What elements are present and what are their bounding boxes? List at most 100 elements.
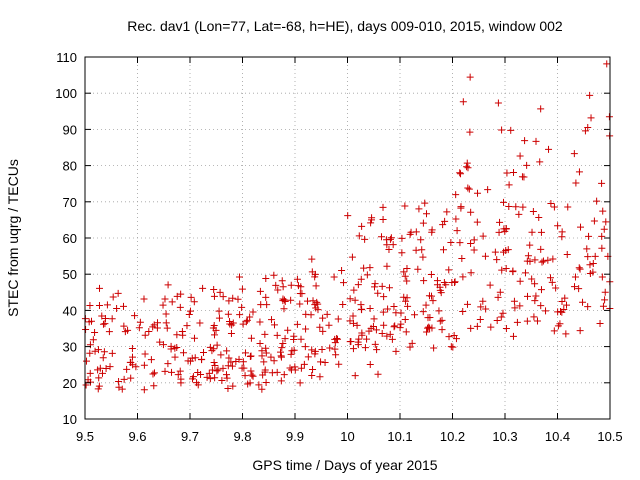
data-point [537, 245, 545, 253]
data-point [154, 319, 162, 327]
data-point [297, 364, 305, 372]
data-point [135, 324, 143, 332]
data-point [467, 269, 475, 277]
data-point [210, 285, 218, 293]
data-point [338, 266, 346, 274]
data-point [456, 169, 464, 177]
data-point [473, 218, 481, 226]
data-point [581, 127, 589, 135]
data-point [575, 264, 583, 272]
data-point [332, 351, 340, 359]
data-point [453, 227, 461, 235]
data-point [496, 288, 504, 296]
data-point [239, 358, 247, 366]
y-tick-label: 20 [63, 376, 77, 391]
data-point [373, 346, 381, 354]
data-point [509, 332, 517, 340]
data-point [128, 345, 136, 353]
y-tick-label: 90 [63, 122, 77, 137]
data-point [361, 344, 369, 352]
data-point [533, 317, 541, 325]
data-point [274, 286, 282, 294]
x-tick-label: 10.4 [545, 429, 570, 444]
data-point [98, 369, 106, 377]
data-point [589, 268, 597, 276]
data-point [420, 277, 428, 285]
data-point [119, 302, 127, 310]
data-point [309, 297, 317, 305]
data-point [576, 265, 584, 273]
data-point [196, 319, 204, 327]
data-point [114, 289, 122, 297]
data-point [556, 320, 564, 328]
data-point [425, 323, 433, 331]
data-point [550, 327, 558, 335]
data-point [216, 288, 224, 296]
data-point [141, 331, 149, 339]
data-point [474, 189, 482, 197]
data-point [537, 105, 545, 113]
data-point [293, 320, 301, 328]
data-point [272, 281, 280, 289]
data-point [467, 324, 475, 332]
data-point [309, 365, 317, 373]
data-point [258, 347, 266, 355]
data-point [353, 321, 361, 329]
data-point [379, 308, 387, 316]
data-point [473, 322, 481, 330]
data-point [586, 91, 594, 99]
data-point [277, 377, 285, 385]
data-point [124, 326, 132, 334]
data-point [452, 215, 460, 223]
data-point [464, 184, 472, 192]
data-point [95, 302, 103, 310]
data-point [366, 304, 374, 312]
data-point [456, 239, 464, 247]
x-tick-label: 9.6 [128, 429, 146, 444]
data-point [300, 360, 308, 368]
data-point [357, 275, 365, 283]
data-point [479, 297, 487, 305]
data-point [271, 321, 279, 329]
data-point [400, 268, 408, 276]
data-point [246, 313, 254, 321]
data-point [464, 164, 472, 172]
data-point [526, 241, 534, 249]
data-point [358, 222, 366, 230]
data-point [563, 301, 571, 309]
data-point [99, 354, 107, 362]
data-point [366, 361, 374, 369]
data-point [586, 261, 594, 269]
data-point [351, 296, 359, 304]
data-point [436, 317, 444, 325]
data-point [248, 371, 256, 379]
data-point [528, 275, 536, 283]
data-point [270, 357, 278, 365]
data-point [398, 234, 406, 242]
y-tick-label: 10 [63, 412, 77, 427]
data-point [224, 310, 232, 318]
data-point [417, 236, 425, 244]
data-point [141, 350, 149, 358]
data-point [262, 293, 270, 301]
data-point [214, 366, 222, 374]
data-point [109, 293, 117, 301]
data-point [466, 73, 474, 81]
data-point [284, 326, 292, 334]
data-point [448, 279, 456, 287]
data-point [279, 283, 287, 291]
data-point [513, 318, 521, 326]
data-point [550, 203, 558, 211]
data-point [397, 320, 405, 328]
data-point [459, 273, 467, 281]
data-point [246, 379, 254, 387]
data-point [377, 233, 385, 241]
y-tick-label: 40 [63, 303, 77, 318]
data-point [516, 277, 524, 285]
data-point [501, 227, 509, 235]
data-point [390, 302, 398, 310]
data-point [241, 349, 249, 357]
axis-ticks [84, 56, 611, 420]
data-point [258, 385, 266, 393]
data-point [383, 332, 391, 340]
